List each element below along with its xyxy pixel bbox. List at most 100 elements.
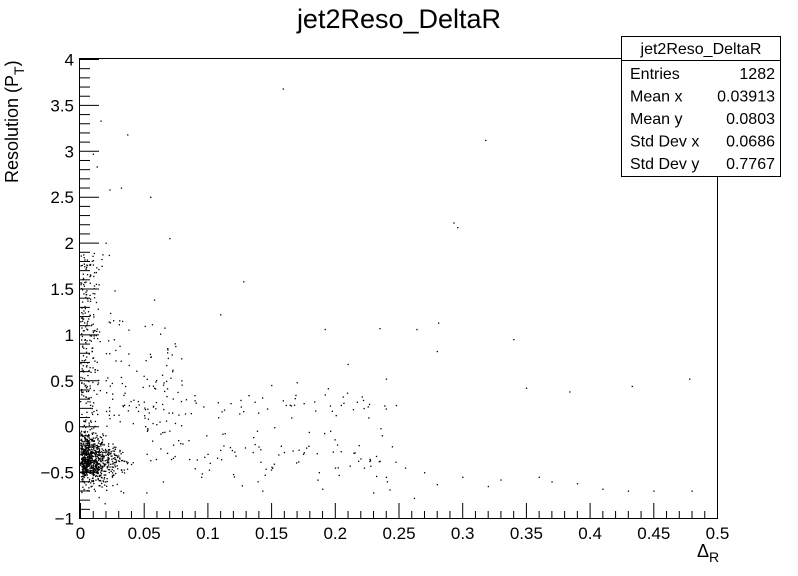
data-point	[94, 293, 96, 295]
data-point	[93, 452, 95, 454]
data-point	[96, 462, 98, 464]
data-point	[97, 383, 99, 386]
data-point	[373, 492, 375, 494]
data-point	[169, 238, 171, 240]
data-point	[257, 481, 259, 483]
data-point	[102, 466, 104, 468]
data-point	[81, 434, 83, 436]
data-point	[82, 355, 85, 357]
data-point	[83, 285, 86, 287]
data-point	[89, 300, 92, 302]
data-point	[95, 463, 97, 465]
data-point	[87, 471, 89, 473]
data-point	[92, 460, 94, 462]
data-point	[94, 453, 96, 456]
data-point	[86, 385, 88, 388]
data-point	[87, 449, 89, 452]
data-point	[93, 337, 95, 339]
data-point	[81, 460, 83, 462]
data-point	[85, 448, 87, 450]
data-points	[80, 88, 693, 505]
data-point	[121, 471, 123, 473]
data-point	[88, 397, 90, 399]
data-point	[369, 460, 371, 463]
data-point	[95, 470, 97, 472]
data-point	[90, 275, 92, 277]
data-point	[90, 420, 92, 422]
data-point	[92, 357, 95, 359]
data-point	[85, 390, 88, 393]
data-point	[107, 445, 110, 447]
data-point	[85, 366, 88, 368]
data-point	[101, 466, 103, 468]
data-point	[93, 410, 95, 413]
y-tick-label: 0	[65, 418, 74, 437]
data-point	[83, 457, 85, 459]
data-point	[90, 457, 92, 459]
x-tick-label: 0.45	[637, 524, 670, 543]
data-point	[82, 277, 85, 280]
data-point	[81, 465, 83, 468]
data-point	[88, 445, 90, 447]
data-point	[85, 281, 87, 283]
y-axis: −1 −0.5 0 0.5 1 1.5 2 2.5 3 3.5 4	[40, 51, 99, 529]
data-point	[111, 382, 113, 385]
data-point	[85, 440, 88, 442]
data-point	[84, 281, 86, 284]
data-point	[113, 339, 115, 341]
data-point	[127, 134, 129, 136]
data-point	[99, 475, 101, 477]
data-point	[110, 450, 112, 453]
data-point	[424, 472, 426, 474]
data-point	[83, 330, 85, 332]
data-point	[88, 455, 90, 457]
x-tick-label: 0.15	[255, 524, 288, 543]
data-point	[98, 496, 100, 499]
data-point	[82, 469, 84, 471]
data-point	[86, 365, 88, 367]
data-point	[81, 335, 84, 338]
data-point	[80, 438, 82, 440]
data-point	[82, 477, 84, 480]
data-point	[201, 473, 203, 475]
data-point	[166, 396, 168, 398]
data-point	[457, 227, 459, 229]
data-point	[122, 451, 124, 454]
data-point	[95, 283, 98, 285]
data-point	[95, 301, 98, 304]
data-point	[93, 316, 95, 318]
data-point	[576, 483, 579, 485]
y-axis-label: Resolution (PT)	[2, 60, 27, 183]
data-point	[114, 462, 116, 464]
data-point	[92, 330, 94, 332]
data-point	[324, 394, 326, 396]
data-point	[88, 458, 90, 461]
data-point	[81, 473, 84, 475]
data-point	[91, 412, 93, 414]
data-point	[109, 466, 111, 468]
data-point	[84, 466, 86, 468]
data-point	[103, 476, 106, 479]
data-point	[82, 486, 84, 488]
data-point	[101, 258, 103, 261]
data-point	[181, 384, 183, 386]
data-point	[91, 485, 93, 487]
data-point	[243, 281, 245, 283]
data-point	[94, 369, 97, 371]
data-point	[86, 447, 88, 449]
data-point	[111, 475, 113, 477]
data-point	[180, 443, 182, 445]
data-point	[103, 478, 105, 480]
data-point	[89, 457, 91, 460]
data-point	[241, 485, 243, 487]
data-point	[107, 461, 109, 463]
data-point	[91, 446, 94, 448]
data-point	[104, 448, 107, 451]
data-point	[691, 490, 693, 492]
data-point	[96, 434, 98, 437]
data-point	[104, 484, 106, 486]
data-point	[119, 457, 121, 459]
data-point	[80, 445, 82, 447]
data-point	[89, 449, 91, 451]
data-point	[143, 401, 145, 403]
